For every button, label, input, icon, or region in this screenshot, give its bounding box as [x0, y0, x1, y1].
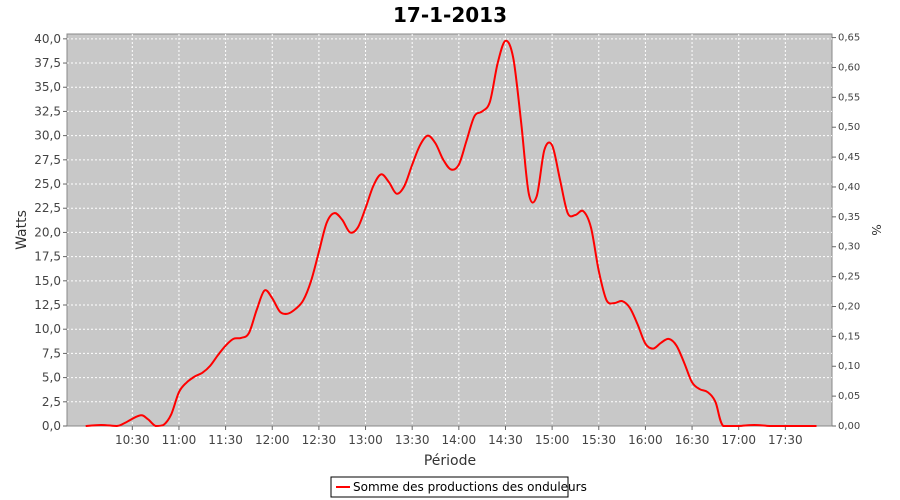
- y-tick-label: 25,0: [34, 177, 61, 191]
- x-tick-label: 13:30: [395, 433, 430, 447]
- x-tick-label: 14:30: [488, 433, 523, 447]
- x-tick-label: 15:00: [535, 433, 570, 447]
- y2-tick-label: 0,10: [838, 361, 860, 372]
- x-tick-label: 17:30: [768, 433, 803, 447]
- y-tick-label: 22,5: [34, 201, 61, 215]
- x-tick-label: 14:00: [442, 433, 477, 447]
- legend-box: [330, 476, 569, 498]
- y2-axis-label: %: [869, 224, 883, 235]
- y-tick-label: 40,0: [34, 32, 61, 46]
- x-tick-label: 16:00: [628, 433, 663, 447]
- y-tick-label: 37,5: [34, 56, 61, 70]
- y-tick-label: 10,0: [34, 322, 61, 336]
- y-tick-label: 5,0: [42, 371, 61, 385]
- y-tick-label: 2,5: [42, 395, 61, 409]
- y2-tick-label: 0,30: [838, 242, 860, 253]
- y-tick-label: 17,5: [34, 250, 61, 264]
- y2-tick-label: 0,35: [838, 212, 860, 223]
- y2-tick-label: 0,50: [838, 122, 860, 133]
- legend-label: Somme des productions des onduleurs: [353, 480, 587, 494]
- y2-tick-label: 0,45: [838, 152, 860, 163]
- y-axis-label: Watts: [14, 210, 30, 250]
- x-tick-label: 12:30: [302, 433, 337, 447]
- plot-area: [66, 33, 833, 427]
- x-tick-label: 11:30: [208, 433, 243, 447]
- y2-tick-label: 0,00: [838, 421, 860, 432]
- y-tick-label: 35,0: [34, 80, 61, 94]
- x-tick-label: 13:00: [348, 433, 383, 447]
- x-axis: 10:30 11:00 11:30 12:00 12:30 13:00 13:30 14:00…: [115, 426, 803, 447]
- x-axis-label: Période: [424, 453, 476, 469]
- series-line-production: [85, 39, 817, 427]
- y2-tick-label: 0,40: [838, 182, 860, 193]
- y-tick-label: 32,5: [34, 104, 61, 118]
- y-tick-label: 27,5: [34, 153, 61, 167]
- x-tick-label: 11:00: [162, 433, 197, 447]
- y-tick-label: 0,0: [42, 419, 61, 433]
- y2-tick-label: 0,05: [838, 391, 860, 402]
- y-tick-label: 20,0: [34, 225, 61, 239]
- y2-tick-label: 0,60: [838, 62, 860, 73]
- y-tick-label: 12,5: [34, 298, 61, 312]
- y2-tick-label: 0,25: [838, 272, 860, 283]
- y2-tick-label: 0,65: [838, 33, 860, 44]
- chart-title: 17-1-2013: [393, 3, 507, 27]
- y2-tick-label: 0,55: [838, 92, 860, 103]
- x-tick-label: 17:00: [721, 433, 756, 447]
- legend: Somme des productions des onduleurs: [330, 476, 587, 498]
- y2-tick-label: 0,15: [838, 331, 860, 342]
- y-tick-label: 15,0: [34, 274, 61, 288]
- x-tick-label: 16:30: [675, 433, 710, 447]
- y-tick-label: 30,0: [34, 129, 61, 143]
- y-tick-label: 7,5: [42, 346, 61, 360]
- x-tick-label: 15:30: [581, 433, 616, 447]
- y-axis-right: 0,00 0,05 0,10 0,15 0,20 0,25 0,30 0,35 0,40 0,45…: [832, 33, 860, 432]
- x-tick-label: 12:00: [255, 433, 290, 447]
- y-axis-left: 0,0 2,5 5,0 7,5 10,0 12,5 15,0 17,5 20,0 22,5 25,0…: [34, 32, 67, 433]
- grid-lines: [67, 34, 832, 426]
- y2-tick-label: 0,20: [838, 301, 860, 312]
- x-tick-label: 10:30: [115, 433, 150, 447]
